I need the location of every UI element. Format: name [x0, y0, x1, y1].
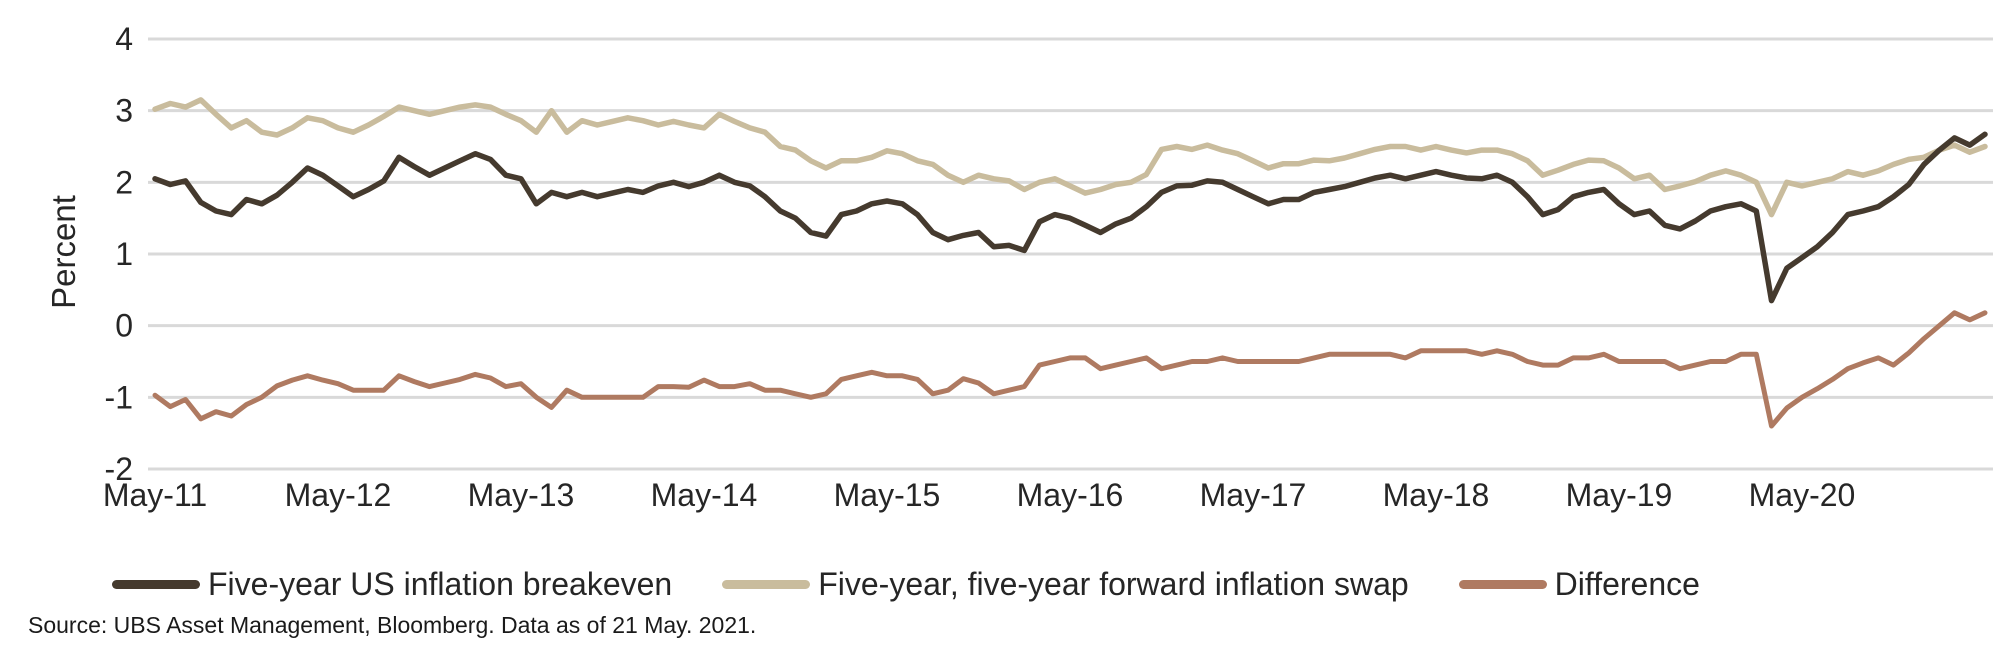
x-tick-label-May-19: May-19	[1566, 477, 1673, 513]
chart-legend: Five-year US inflation breakeven Five-ye…	[112, 566, 1700, 603]
gridlines	[148, 37, 1993, 471]
y-tick-label-1: 1	[115, 236, 133, 272]
x-tick-label-May-15: May-15	[834, 477, 941, 513]
x-tick-label-May-18: May-18	[1383, 477, 1490, 513]
y-tick-label-2: 2	[115, 164, 133, 200]
x-tick-label-May-17: May-17	[1200, 477, 1307, 513]
series-line-0	[152, 131, 1988, 304]
legend-item-breakeven: Five-year US inflation breakeven	[112, 566, 672, 603]
y-tick-label-3: 3	[115, 93, 133, 129]
x-tick-label-May-11: May-11	[103, 477, 207, 513]
x-tick-label-May-16: May-16	[1017, 477, 1124, 513]
y-tick-label-0: 0	[115, 308, 133, 344]
y-axis-title: Percent	[45, 195, 82, 309]
x-tick-label-May-12: May-12	[285, 477, 392, 513]
legend-item-difference: Difference	[1458, 566, 1700, 603]
y-tick-label-4: 4	[115, 21, 133, 57]
y-tick-labels: 4 3 2 1 0 -1 -2	[105, 21, 133, 487]
y-tick-label--1: -1	[105, 379, 133, 415]
series-line-2	[152, 310, 1988, 429]
legend-item-forward-swap: Five-year, five-year forward inflation s…	[722, 566, 1409, 603]
x-tick-label-May-14: May-14	[651, 477, 758, 513]
difference-line-swatch	[1458, 580, 1547, 589]
forward-swap-line-swatch	[722, 580, 811, 589]
y-tick-label--2: -2	[105, 451, 133, 487]
breakeven-line-swatch	[112, 580, 200, 589]
legend-label-breakeven: Five-year US inflation breakeven	[208, 566, 673, 602]
x-tick-labels: May-11 May-12 May-13 May-14 May-15 May-16 May-…	[103, 477, 1856, 513]
x-tick-label-May-20: May-20	[1749, 477, 1856, 513]
legend-label-difference: Difference	[1554, 566, 1700, 602]
x-tick-label-May-13: May-13	[468, 477, 575, 513]
source-note: Source: UBS Asset Management, Bloomberg.…	[28, 612, 757, 638]
legend-label-forward-swap: Five-year, five-year forward inflation s…	[818, 566, 1409, 602]
series-line-1	[152, 97, 1988, 218]
